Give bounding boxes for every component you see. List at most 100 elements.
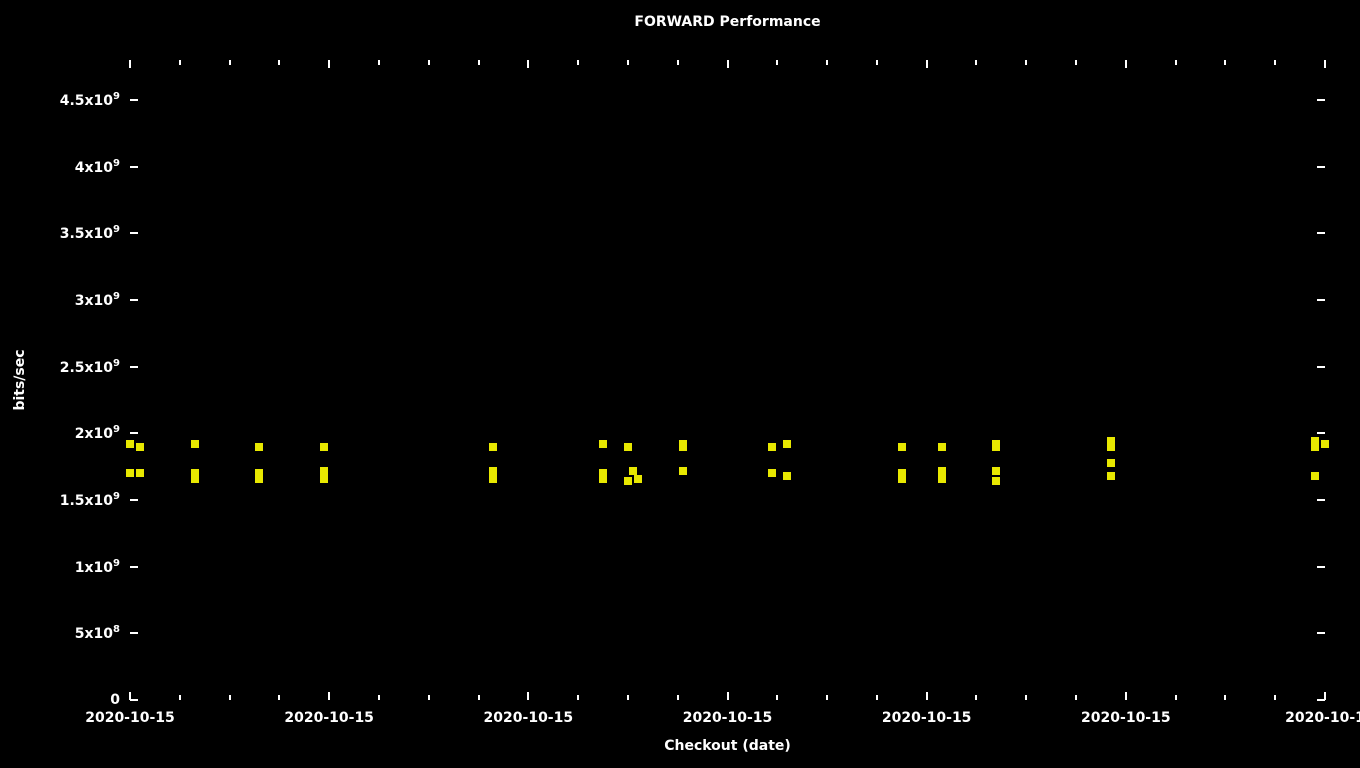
x-tick (1125, 60, 1127, 68)
x-minor-tick (229, 60, 231, 65)
data-point (634, 475, 642, 483)
data-point (1107, 443, 1115, 451)
y-tick (130, 232, 138, 234)
data-point (126, 469, 134, 477)
x-minor-tick (876, 695, 878, 700)
x-tick (328, 692, 330, 700)
x-minor-tick (826, 60, 828, 65)
y-tick-label: 0 (110, 692, 120, 708)
x-tick (328, 60, 330, 68)
chart-title: FORWARD Performance (634, 14, 820, 30)
data-point (126, 440, 134, 448)
x-minor-tick (876, 60, 878, 65)
x-tick (1324, 692, 1326, 700)
data-point (489, 467, 497, 475)
data-point (898, 443, 906, 451)
y-tick-label: 5x108 (75, 625, 120, 643)
data-point (624, 443, 632, 451)
y-tick (130, 499, 138, 501)
y-tick (130, 632, 138, 634)
x-minor-tick (975, 695, 977, 700)
x-tick (727, 692, 729, 700)
data-point (783, 472, 791, 480)
data-point (1107, 459, 1115, 467)
y-tick-label: 4.5x109 (60, 91, 120, 109)
x-minor-tick (826, 695, 828, 700)
data-point (599, 440, 607, 448)
x-tick-label: 2020-10-1 (1285, 710, 1360, 726)
y-tick-label: 3.5x109 (60, 225, 120, 243)
y-tick (130, 366, 138, 368)
data-point (1321, 440, 1329, 448)
y-tick (130, 699, 138, 701)
data-point (489, 475, 497, 483)
y-tick (1317, 166, 1325, 168)
data-point (992, 477, 1000, 485)
x-tick-label: 2020-10-15 (1081, 710, 1171, 726)
x-minor-tick (776, 60, 778, 65)
data-point (938, 475, 946, 483)
y-tick-label: 3x109 (75, 291, 120, 309)
x-minor-tick (179, 60, 181, 65)
data-point (898, 475, 906, 483)
y-tick (1317, 299, 1325, 301)
x-minor-tick (229, 695, 231, 700)
y-tick (130, 432, 138, 434)
x-minor-tick (1025, 60, 1027, 65)
x-tick (129, 60, 131, 68)
y-tick (130, 166, 138, 168)
x-minor-tick (1025, 695, 1027, 700)
x-tick (926, 60, 928, 68)
data-point (136, 469, 144, 477)
y-tick-label: 1.5x109 (60, 491, 120, 509)
data-point (191, 440, 199, 448)
x-minor-tick (627, 60, 629, 65)
y-tick (1317, 499, 1325, 501)
data-point (938, 467, 946, 475)
x-minor-tick (478, 60, 480, 65)
x-tick-label: 2020-10-15 (683, 710, 773, 726)
y-tick (130, 99, 138, 101)
x-tick (129, 692, 131, 700)
y-tick-label: 2x109 (75, 425, 120, 443)
data-point (1311, 472, 1319, 480)
x-minor-tick (378, 60, 380, 65)
y-tick (1317, 232, 1325, 234)
x-minor-tick (677, 60, 679, 65)
y-tick-label: 2.5x109 (60, 358, 120, 376)
y-tick (130, 566, 138, 568)
data-point (136, 443, 144, 451)
x-minor-tick (1175, 60, 1177, 65)
x-minor-tick (627, 695, 629, 700)
x-minor-tick (1274, 695, 1276, 700)
y-tick-label: 4x109 (75, 158, 120, 176)
y-tick (1317, 99, 1325, 101)
x-tick (527, 60, 529, 68)
y-tick (1317, 432, 1325, 434)
x-minor-tick (577, 60, 579, 65)
data-point (783, 440, 791, 448)
y-tick-label: 1x109 (75, 558, 120, 576)
data-point (992, 467, 1000, 475)
x-minor-tick (1075, 60, 1077, 65)
x-minor-tick (428, 60, 430, 65)
data-point (624, 477, 632, 485)
x-tick-label: 2020-10-15 (85, 710, 175, 726)
x-tick (1125, 692, 1127, 700)
x-minor-tick (776, 695, 778, 700)
data-point (489, 443, 497, 451)
x-tick (527, 692, 529, 700)
data-point (255, 475, 263, 483)
x-minor-tick (677, 695, 679, 700)
data-point (768, 443, 776, 451)
data-point (1107, 472, 1115, 480)
x-minor-tick (428, 695, 430, 700)
data-point (320, 475, 328, 483)
y-tick (130, 299, 138, 301)
x-tick (1324, 60, 1326, 68)
data-point (599, 475, 607, 483)
data-point (255, 443, 263, 451)
data-point (320, 467, 328, 475)
y-tick (1317, 566, 1325, 568)
x-minor-tick (378, 695, 380, 700)
